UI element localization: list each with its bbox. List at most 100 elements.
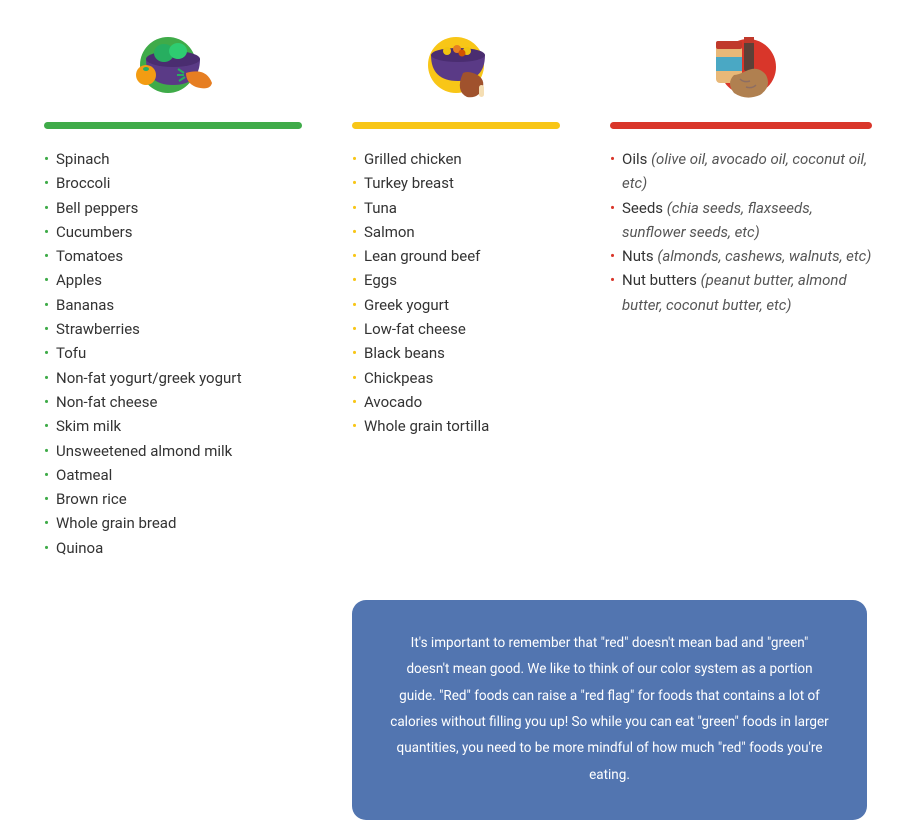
bullet-icon: • bbox=[44, 244, 49, 268]
item-main-text: Turkey breast bbox=[364, 174, 454, 192]
item-main-text: Low-fat cheese bbox=[364, 320, 466, 338]
item-note-text: (almonds, cashews, walnuts, etc) bbox=[657, 247, 871, 265]
bullet-icon: • bbox=[44, 487, 49, 511]
list-item: • Whole grain tortilla bbox=[352, 414, 560, 438]
green-divider bbox=[44, 122, 302, 129]
bullet-icon: • bbox=[352, 341, 357, 365]
list-item: • Grilled chicken bbox=[352, 147, 560, 171]
list-item: •Cucumbers bbox=[44, 220, 302, 244]
list-item: •Greek yogurt bbox=[352, 293, 560, 317]
item-main-text: Whole grain tortilla bbox=[364, 417, 489, 435]
bullet-icon: • bbox=[44, 414, 49, 438]
item-main-text: Nut butters bbox=[622, 271, 701, 289]
info-callout: It's important to remember that "red" do… bbox=[352, 600, 867, 820]
list-item: • Bananas bbox=[44, 293, 302, 317]
list-item: • Salmon bbox=[352, 220, 560, 244]
bullet-icon: • bbox=[44, 171, 49, 195]
column-yellow: • Grilled chicken • Turkey breast • Tuna • Salm… bbox=[352, 20, 560, 560]
bullet-icon: • bbox=[352, 317, 357, 341]
list-item: • Low-fat cheese bbox=[352, 317, 560, 341]
item-main-text: Salmon bbox=[364, 223, 415, 241]
bullet-icon: • bbox=[352, 366, 357, 390]
bullet-icon: • bbox=[610, 196, 615, 220]
bullet-icon: • bbox=[44, 196, 49, 220]
item-main-text: Broccoli bbox=[56, 174, 110, 192]
column-red: •Oils (olive oil, avocado oil, coconut o… bbox=[610, 20, 872, 560]
bullet-icon: • bbox=[44, 439, 49, 463]
item-main-text: Tomatoes bbox=[56, 247, 123, 265]
bullet-icon: • bbox=[610, 147, 615, 171]
bullet-icon: • bbox=[352, 171, 357, 195]
item-main-text: Tuna bbox=[364, 199, 397, 217]
bullet-icon: • bbox=[352, 293, 357, 317]
item-main-text: Quinoa bbox=[56, 539, 103, 557]
list-item: •Spinach bbox=[44, 147, 302, 171]
list-item: • Unsweetened almond milk bbox=[44, 439, 302, 463]
item-note-text: (olive oil, avocado oil, coconut oil, et… bbox=[622, 150, 867, 192]
bullet-icon: • bbox=[352, 414, 357, 438]
item-main-text: Avocado bbox=[364, 393, 422, 411]
item-main-text: Apples bbox=[56, 271, 102, 289]
bullet-icon: • bbox=[44, 341, 49, 365]
bullet-icon: • bbox=[44, 511, 49, 535]
item-main-text: Bananas bbox=[56, 296, 114, 314]
bullet-icon: • bbox=[44, 268, 49, 292]
item-main-text: Unsweetened almond milk bbox=[56, 442, 232, 460]
bullet-icon: • bbox=[44, 463, 49, 487]
list-item: • Black beans bbox=[352, 341, 560, 365]
item-main-text: Non-fat yogurt/greek yogurt bbox=[56, 369, 242, 387]
bullet-icon: • bbox=[44, 293, 49, 317]
green-list: •Spinach•Broccoli•Bell peppers•Cucumbers… bbox=[44, 147, 302, 560]
column-green: •Spinach•Broccoli•Bell peppers•Cucumbers… bbox=[44, 20, 302, 560]
list-item: • Broccoli bbox=[44, 171, 302, 195]
item-main-text: Bell peppers bbox=[56, 199, 138, 217]
item-main-text: Cucumbers bbox=[56, 223, 133, 241]
item-main-text: Grilled chicken bbox=[364, 150, 462, 168]
item-main-text: Non-fat cheese bbox=[56, 393, 157, 411]
item-main-text: Whole grain bread bbox=[56, 514, 176, 532]
yellow-icon-wrap bbox=[352, 20, 560, 110]
list-item: •Avocado bbox=[352, 390, 560, 414]
bullet-icon: • bbox=[352, 220, 357, 244]
list-item: • Non-fat yogurt/greek yogurt bbox=[44, 366, 302, 390]
list-item: •Non-fat cheese bbox=[44, 390, 302, 414]
item-main-text: Strawberries bbox=[56, 320, 140, 338]
veggie-bowl-icon bbox=[128, 25, 218, 105]
bullet-icon: • bbox=[44, 366, 49, 390]
list-item: • Apples bbox=[44, 268, 302, 292]
list-item: • Brown rice bbox=[44, 487, 302, 511]
list-item: •Nuts (almonds, cashews, walnuts, etc) bbox=[610, 244, 872, 268]
item-main-text: Seeds bbox=[622, 199, 667, 217]
red-icon-wrap bbox=[610, 20, 872, 110]
list-item: • Oatmeal bbox=[44, 463, 302, 487]
list-item: •Tofu bbox=[44, 341, 302, 365]
item-main-text: Spinach bbox=[56, 150, 110, 168]
yellow-divider bbox=[352, 122, 560, 129]
list-item: •Skim milk bbox=[44, 414, 302, 438]
bullet-icon: • bbox=[352, 147, 357, 171]
item-main-text: Eggs bbox=[364, 271, 397, 289]
list-item: •Quinoa bbox=[44, 536, 302, 560]
columns-container: •Spinach•Broccoli•Bell peppers•Cucumbers… bbox=[44, 20, 867, 560]
item-main-text: Chickpeas bbox=[364, 369, 433, 387]
list-item: •Oils (olive oil, avocado oil, coconut o… bbox=[610, 147, 872, 196]
item-main-text: Black beans bbox=[364, 344, 445, 362]
list-item: • Chickpeas bbox=[352, 366, 560, 390]
bullet-icon: • bbox=[44, 317, 49, 341]
bullet-icon: • bbox=[352, 244, 357, 268]
item-main-text: Oatmeal bbox=[56, 466, 112, 484]
list-item: •Seeds (chia seeds, flaxseeds, sunflower… bbox=[610, 196, 872, 245]
green-icon-wrap bbox=[44, 20, 302, 110]
red-divider bbox=[610, 122, 872, 129]
red-list: •Oils (olive oil, avocado oil, coconut o… bbox=[610, 147, 872, 317]
bullet-icon: • bbox=[352, 268, 357, 292]
list-item: • Tuna bbox=[352, 196, 560, 220]
list-item: • Whole grain bread bbox=[44, 511, 302, 535]
fats-jar-icon bbox=[696, 25, 786, 105]
item-main-text: Brown rice bbox=[56, 490, 127, 508]
protein-bowl-icon bbox=[411, 25, 501, 105]
list-item: • Strawberries bbox=[44, 317, 302, 341]
bullet-icon: • bbox=[610, 244, 615, 268]
bullet-icon: • bbox=[352, 196, 357, 220]
item-main-text: Lean ground beef bbox=[364, 247, 480, 265]
